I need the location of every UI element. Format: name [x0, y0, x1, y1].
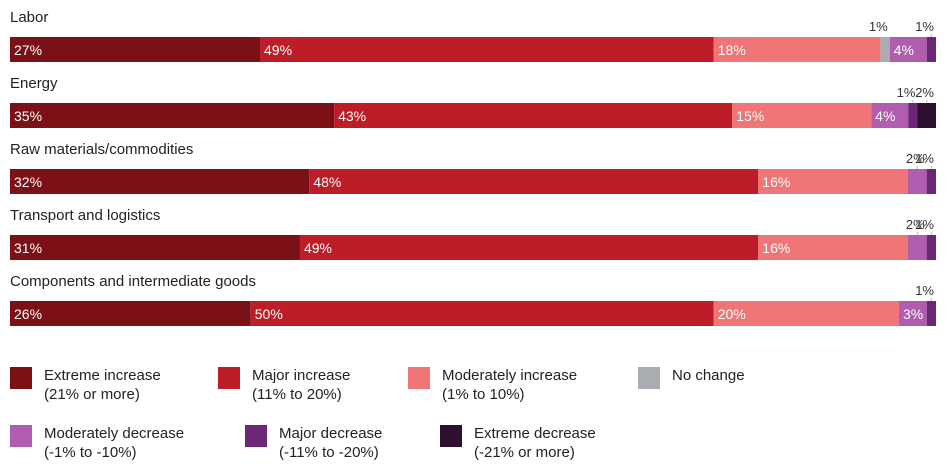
- bar-segment: [250, 301, 714, 326]
- category-label: Raw materials/commodities: [10, 141, 193, 158]
- legend-name: Major decrease: [279, 425, 383, 442]
- bar-segment: [713, 301, 899, 326]
- bar-segment: [907, 235, 927, 260]
- data-label: 48%: [313, 174, 341, 190]
- legend-item: No change: [638, 366, 745, 389]
- data-label: 27%: [14, 42, 42, 58]
- data-label: 31%: [14, 240, 42, 256]
- legend-swatch: [408, 367, 430, 389]
- legend-name: Moderately increase: [442, 367, 578, 384]
- category-label: Labor: [10, 9, 48, 26]
- data-label: 35%: [14, 108, 42, 124]
- legend-name: Major increase: [252, 367, 351, 384]
- legend-item: Major decrease (-11% to -20%): [245, 424, 382, 462]
- bar-segment: [758, 235, 908, 260]
- data-label: 1%: [869, 19, 888, 34]
- data-label: 2%: [906, 151, 925, 166]
- data-label: 43%: [338, 108, 366, 124]
- legend-text: Major increase (11% to 20%): [252, 366, 350, 404]
- bar-segment: [908, 103, 918, 128]
- data-label: 16%: [762, 174, 790, 190]
- legend-item: Extreme increase (21% or more): [10, 366, 161, 404]
- bar-segment: [758, 169, 908, 194]
- data-label: 49%: [304, 240, 332, 256]
- bar-segment: [334, 103, 733, 128]
- bar-segment: [10, 169, 310, 194]
- data-label: 1%: [915, 19, 934, 34]
- legend-range: (21% or more): [44, 386, 140, 403]
- legend-text: No change: [672, 366, 745, 385]
- legend-name: Extreme decrease: [474, 425, 596, 442]
- data-label: 26%: [14, 306, 42, 322]
- legend-swatch: [10, 425, 32, 447]
- bar-segment: [713, 37, 881, 62]
- category-label: Transport and logistics: [10, 207, 160, 224]
- legend-range: (-11% to -20%): [279, 444, 379, 461]
- legend-item: Moderately increase (1% to 10%): [408, 366, 577, 404]
- data-label: 3%: [903, 306, 923, 322]
- legend-swatch: [440, 425, 462, 447]
- category-label: Energy: [10, 75, 58, 92]
- data-label: 4%: [894, 42, 914, 58]
- legend-swatch: [218, 367, 240, 389]
- category-label: Components and intermediate goods: [10, 273, 256, 290]
- bar-segment: [299, 235, 759, 260]
- legend-range: (1% to 10%): [442, 386, 525, 403]
- bar-segment: [926, 235, 936, 260]
- legend-name: Moderately decrease: [44, 425, 185, 442]
- legend-range: (11% to 20%): [252, 386, 342, 403]
- legend-range: (-1% to -10%): [44, 444, 137, 461]
- bar-segment: [10, 37, 261, 62]
- legend-text: Extreme decrease (-21% or more): [474, 424, 596, 462]
- legend-text: Extreme increase (21% or more): [44, 366, 161, 404]
- data-label: 15%: [736, 108, 764, 124]
- legend-name: Extreme increase: [44, 367, 161, 384]
- legend-text: Moderately increase (1% to 10%): [442, 366, 577, 404]
- legend-text: Major decrease (-11% to -20%): [279, 424, 382, 462]
- data-label: 16%: [762, 240, 790, 256]
- bar-segment: [907, 169, 927, 194]
- data-label: 4%: [875, 108, 895, 124]
- legend-range: (-21% or more): [474, 444, 575, 461]
- bar-segment: [260, 37, 714, 62]
- data-label: 2%: [915, 85, 934, 100]
- legend-item: Moderately decrease (-1% to -10%): [10, 424, 184, 462]
- bar-segment: [871, 103, 909, 128]
- legend-item: Major increase (11% to 20%): [218, 366, 350, 404]
- data-label: 32%: [14, 174, 42, 190]
- data-label: 20%: [718, 306, 746, 322]
- data-label: 1%: [915, 151, 934, 166]
- data-label: 49%: [264, 42, 292, 58]
- data-label: 1%: [915, 217, 934, 232]
- bar-segment: [889, 37, 927, 62]
- bar-segment: [926, 301, 936, 326]
- bar-segment: [898, 301, 927, 326]
- legend-swatch: [245, 425, 267, 447]
- bar-segment: [926, 169, 936, 194]
- data-label: 18%: [718, 42, 746, 58]
- legend-item: Extreme decrease (-21% or more): [440, 424, 596, 462]
- data-label: 1%: [915, 283, 934, 298]
- data-label: 2%: [906, 217, 925, 232]
- legend-name: No change: [672, 367, 745, 384]
- data-label: 50%: [255, 306, 283, 322]
- bar-segment: [926, 37, 936, 62]
- legend-text: Moderately decrease (-1% to -10%): [44, 424, 184, 462]
- bar-segment: [917, 103, 936, 128]
- legend-swatch: [638, 367, 660, 389]
- bar-segment: [880, 37, 890, 62]
- data-label: 1%: [897, 85, 916, 100]
- bar-segment: [10, 301, 251, 326]
- bar-segment: [309, 169, 759, 194]
- bar-segment: [10, 235, 300, 260]
- bar-segment: [732, 103, 872, 128]
- legend-swatch: [10, 367, 32, 389]
- bar-segment: [10, 103, 335, 128]
